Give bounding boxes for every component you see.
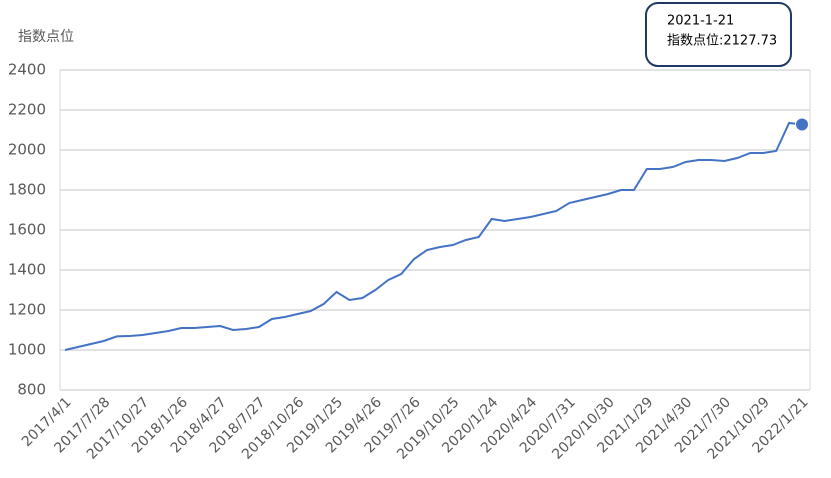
y-tick-label: 2000 xyxy=(8,141,46,159)
tooltip-box xyxy=(645,2,792,67)
y-tick-label: 2200 xyxy=(8,101,46,119)
tooltip-title: 2021-1-21 xyxy=(667,14,734,29)
tooltip: 2021-1-21 指数点位:2127.73 xyxy=(645,2,792,67)
y-tick-label: 2400 xyxy=(8,61,46,79)
plot-area: 800100012001400160018002000220024002017/… xyxy=(8,61,812,463)
y-tick-label: 1200 xyxy=(8,301,46,319)
y-tick-label: 1000 xyxy=(8,341,46,359)
y-tick-label: 800 xyxy=(17,381,46,399)
highlight-marker xyxy=(795,117,809,132)
y-tick-label: 1600 xyxy=(8,221,46,239)
y-tick-label: 1800 xyxy=(8,181,46,199)
data-line xyxy=(64,121,803,351)
y-axis-label: 指数点位 xyxy=(18,29,74,45)
y-tick-label: 1400 xyxy=(8,261,46,279)
tooltip-text: 指数点位:2127.73 xyxy=(667,34,777,49)
